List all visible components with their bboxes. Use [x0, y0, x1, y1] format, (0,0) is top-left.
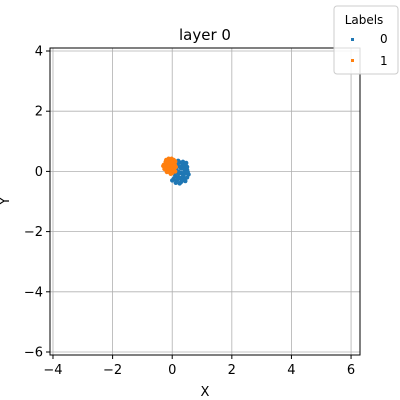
scatter-point — [172, 159, 178, 164]
scatter-point — [184, 175, 190, 180]
x-axis-label: X — [201, 385, 210, 400]
legend-label-0: 0 — [380, 32, 388, 46]
scatter-point — [169, 156, 174, 161]
scatter-point — [175, 177, 180, 183]
scatter-point — [184, 160, 189, 166]
legend-title: Labels — [345, 13, 384, 27]
chart-title: layer 0 — [179, 26, 231, 44]
grid — [50, 48, 360, 355]
data-points — [161, 156, 191, 186]
x-tick-label: 0 — [168, 363, 176, 378]
x-tick-label: 4 — [287, 363, 295, 378]
legend: Labels 0 1 — [333, 5, 399, 75]
series-1 — [161, 156, 178, 177]
scatter-point — [183, 178, 188, 184]
scatter-point — [181, 166, 187, 172]
scatter-point — [178, 170, 184, 176]
x-tick-label: −2 — [103, 363, 122, 378]
x-tick-label: 6 — [347, 363, 355, 378]
y-tick-label: 0 — [35, 165, 43, 180]
scatter-point — [172, 163, 178, 168]
legend-marker-0 — [351, 38, 354, 41]
y-tick-label: −6 — [24, 345, 43, 360]
y-tick-label: −4 — [24, 285, 43, 300]
scatter-point — [185, 169, 190, 175]
scatter-point — [167, 169, 172, 175]
legend-marker-1 — [351, 59, 354, 62]
x-tick-label: −4 — [43, 363, 62, 378]
scatter-point — [164, 160, 170, 165]
legend-label-1: 1 — [380, 54, 388, 68]
y-tick-label: 2 — [35, 105, 43, 120]
y-tick-label: 4 — [35, 45, 43, 60]
legend-box — [333, 5, 399, 75]
scatter-point — [180, 174, 185, 180]
plot-frame — [49, 47, 361, 356]
y-axis-label: Y — [0, 197, 13, 206]
x-tick-label: 2 — [228, 363, 236, 378]
scatter-point — [168, 160, 173, 165]
scatter-point — [184, 164, 190, 170]
scatter-point — [161, 163, 166, 169]
scatter-point — [177, 181, 182, 186]
scatter-point — [170, 178, 175, 183]
y-tick-label: −2 — [24, 225, 43, 240]
